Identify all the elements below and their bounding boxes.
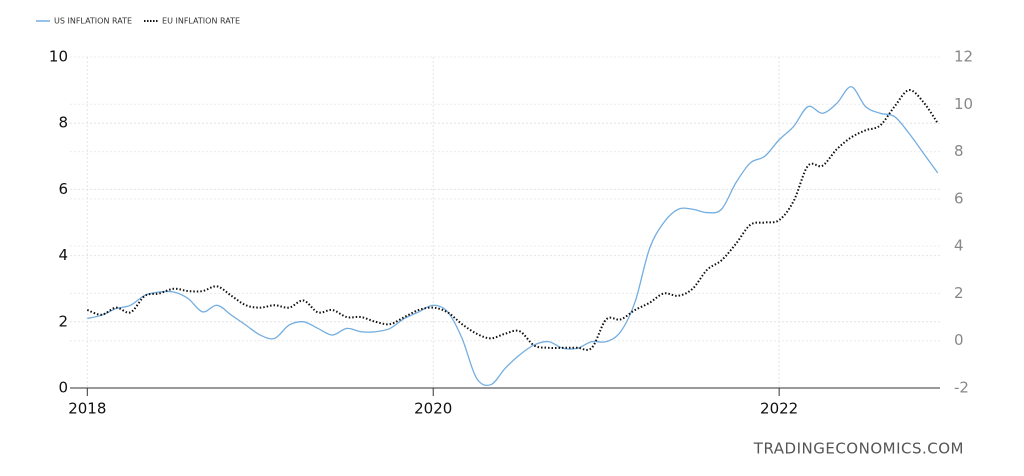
series-line	[87, 86, 939, 387]
x-tick-label: 2018	[68, 400, 106, 418]
y2-tick-label: 6	[954, 189, 964, 207]
x-tick-label: 2020	[414, 400, 452, 418]
y-tick-label: 2	[58, 312, 68, 330]
y-tick-label: 4	[58, 246, 68, 264]
y-tick-label: 6	[58, 180, 68, 198]
legend-label: EU INFLATION RATE	[162, 17, 240, 26]
y-tick-label: 0	[58, 379, 68, 397]
y2-tick-label: 0	[954, 331, 964, 349]
y2-tick-label: 12	[954, 48, 973, 66]
x-tick-label: 2022	[760, 400, 798, 418]
y2-tick-label: 4	[954, 237, 964, 255]
y2-tick-label: -2	[954, 379, 969, 397]
legend-label: US INFLATION RATE	[54, 17, 132, 26]
y2-tick-label: 10	[954, 95, 973, 113]
y-tick-label: 8	[58, 114, 68, 132]
watermark: TRADINGECONOMICS.COM	[753, 440, 964, 458]
series-line	[86, 89, 939, 351]
y-tick-label: 10	[49, 48, 68, 66]
y2-tick-label: 8	[954, 142, 964, 160]
y2-tick-label: 2	[954, 284, 964, 302]
